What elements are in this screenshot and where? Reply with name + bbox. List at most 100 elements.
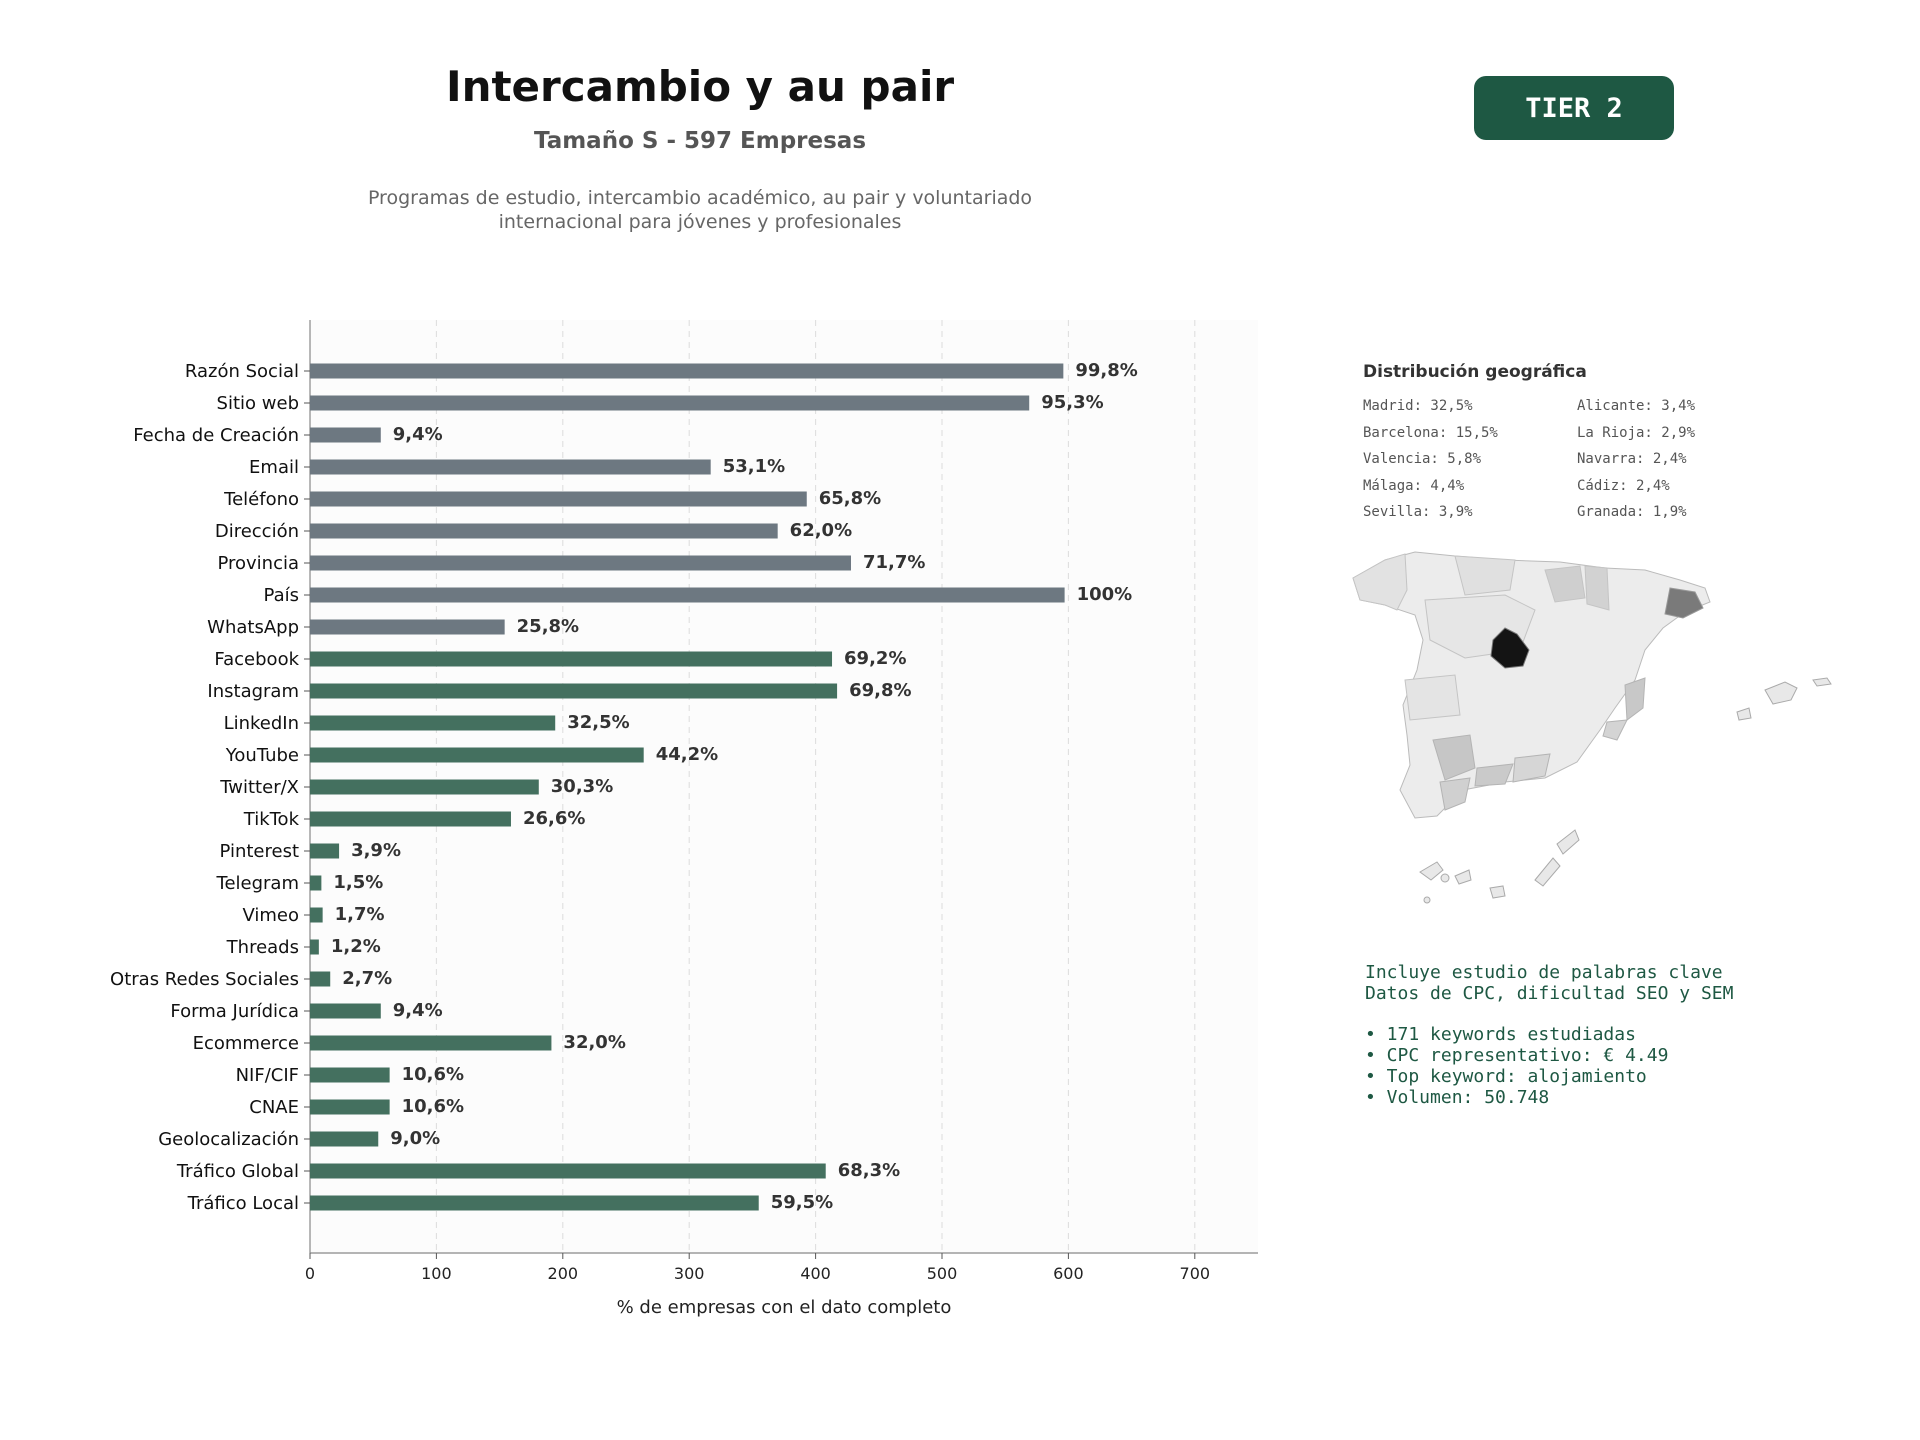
category-label: CNAE — [249, 1097, 299, 1118]
map-region-madrid — [1490, 627, 1530, 669]
data-label: 69,2% — [844, 648, 906, 669]
geo-item: Cádiz: 2,4% — [1577, 477, 1670, 494]
geo-item: La Rioja: 2,9% — [1577, 424, 1696, 441]
keywords-bullet: • CPC representativo: € 4.49 — [1365, 1045, 1669, 1066]
data-label: 69,8% — [849, 680, 911, 701]
category-label: Twitter/X — [219, 777, 299, 798]
bar — [310, 651, 833, 667]
category-label: NIF/CIF — [236, 1065, 299, 1086]
data-label: 100% — [1077, 584, 1133, 605]
bar — [310, 875, 322, 891]
bar — [310, 747, 644, 763]
data-label: 1,7% — [335, 904, 385, 925]
data-label: 10,6% — [402, 1064, 464, 1085]
map-canary-1 — [1419, 861, 1444, 881]
data-label: 32,0% — [563, 1032, 625, 1053]
map-region-navarra — [1584, 565, 1610, 611]
map-canary-5 — [1556, 829, 1580, 855]
spain-map — [1352, 551, 1832, 904]
x-axis-label: % de empresas con el dato completo — [617, 1297, 952, 1318]
data-label: 3,9% — [351, 840, 401, 861]
map-region-alicante — [1602, 719, 1628, 741]
map-canary-2 — [1454, 869, 1472, 885]
map-region-malaga — [1474, 763, 1514, 787]
map-canary-6 — [1440, 873, 1450, 883]
category-label: Email — [249, 457, 299, 478]
geo-item: Málaga: 4,4% — [1363, 477, 1465, 494]
keywords-line-1: Incluye estudio de palabras clave — [1365, 962, 1723, 983]
geo-list-right: Alicante: 3,4% La Rioja: 2,9% Navarra: 2… — [1577, 398, 1695, 531]
keywords-bullet: • Top keyword: alojamiento — [1365, 1066, 1647, 1087]
bar — [310, 363, 1064, 379]
geo-item: Barcelona: 15,5% — [1363, 424, 1498, 441]
data-label: 9,0% — [390, 1128, 440, 1149]
data-label: 30,3% — [551, 776, 613, 797]
data-label: 62,0% — [790, 520, 852, 541]
description-line-1: Programas de estudio, intercambio académ… — [367, 187, 1033, 209]
data-label: 1,2% — [331, 936, 381, 957]
category-label: YouTube — [225, 745, 299, 766]
data-label: 25,8% — [517, 616, 579, 637]
geo-item: Navarra: 2,4% — [1577, 451, 1687, 467]
bar — [310, 683, 838, 699]
category-label: Teléfono — [223, 489, 299, 510]
map-region-granada — [1512, 753, 1551, 783]
data-label: 65,8% — [819, 488, 881, 509]
category-label: Provincia — [217, 553, 299, 574]
x-tick-label: 300 — [674, 1264, 705, 1283]
bar — [310, 843, 340, 859]
category-label: Tráfico Global — [176, 1161, 299, 1182]
category-label: Ecommerce — [193, 1033, 299, 1054]
geo-item: Valencia: 5,8% — [1363, 451, 1482, 467]
data-label: 59,5% — [771, 1192, 833, 1213]
bar — [310, 811, 511, 827]
description-line-2: internacional para jóvenes y profesional… — [498, 211, 902, 233]
map-canary-3 — [1489, 885, 1506, 899]
map-region-extremadura — [1404, 674, 1461, 721]
data-label: 9,4% — [393, 424, 443, 445]
data-label: 71,7% — [863, 552, 925, 573]
data-label: 1,5% — [333, 872, 383, 893]
data-label: 26,6% — [523, 808, 585, 829]
keywords-panel: Incluye estudio de palabras clave Datos … — [1365, 962, 1733, 1108]
x-tick-label: 600 — [1053, 1264, 1084, 1283]
category-label: Facebook — [214, 649, 299, 670]
bar — [310, 715, 556, 731]
map-region-barcelona — [1664, 587, 1704, 619]
keywords-bullet: • Volumen: 50.748 — [1365, 1087, 1550, 1108]
geo-title: Distribución geográfica — [1363, 362, 1587, 382]
category-label: Pinterest — [219, 841, 299, 862]
page-title: Intercambio y au pair — [445, 62, 955, 111]
bar — [310, 395, 1030, 411]
page-description: Programas de estudio, intercambio académ… — [300, 186, 1100, 234]
bar — [310, 939, 319, 955]
category-label: Otras Redes Sociales — [110, 969, 299, 990]
bar — [310, 1067, 390, 1083]
category-label: Fecha de Creación — [133, 425, 299, 446]
category-label: Geolocalización — [158, 1129, 299, 1150]
category-label: Vimeo — [242, 905, 299, 926]
geo-item: Granada: 1,9% — [1577, 504, 1687, 520]
bar-chart: 0 100 200 300 400 500 600 700 % de empresas con … — [110, 320, 1258, 1318]
category-label: Telegram — [216, 873, 299, 894]
data-label: 95,3% — [1041, 392, 1103, 413]
category-label: WhatsApp — [207, 617, 299, 638]
keywords-bullet: • 171 keywords estudiadas — [1365, 1024, 1636, 1045]
bar — [310, 1003, 381, 1019]
x-tick-label: 700 — [1180, 1264, 1211, 1283]
bar — [310, 427, 381, 443]
map-region-valencia — [1624, 677, 1646, 721]
data-label: 68,3% — [838, 1160, 900, 1181]
category-label: Threads — [226, 937, 299, 958]
map-region-cadiz — [1439, 777, 1471, 811]
x-tick-label: 400 — [800, 1264, 831, 1283]
map-canary-7 — [1423, 896, 1431, 904]
keywords-line-2: Datos de CPC, dificultad SEO y SEM — [1365, 983, 1734, 1004]
bar — [310, 1131, 379, 1147]
page-subtitle: Tamaño S - 597 Empresas — [533, 128, 867, 154]
category-label: Dirección — [215, 521, 299, 542]
data-label: 9,4% — [393, 1000, 443, 1021]
category-label: TikTok — [243, 809, 300, 830]
bar — [310, 523, 778, 539]
data-label: 10,6% — [402, 1096, 464, 1117]
